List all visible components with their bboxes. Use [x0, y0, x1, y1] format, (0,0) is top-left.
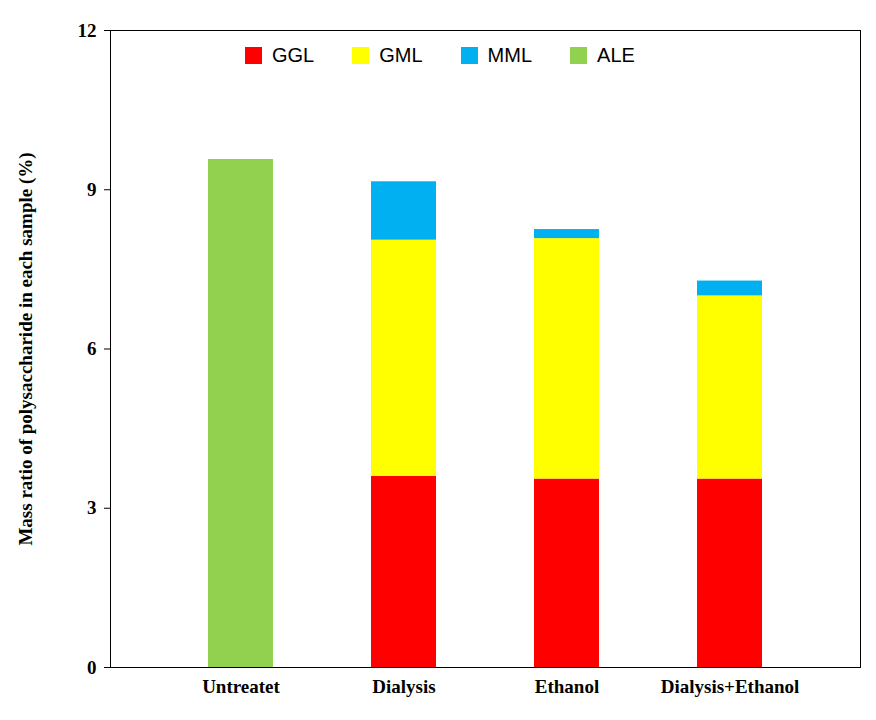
svg-text:3: 3	[87, 497, 97, 518]
svg-text:Mass ratio of polysaccharide i: Mass ratio of polysaccharide in each sam…	[15, 152, 37, 545]
html-text:ALE: ALE	[597, 44, 635, 66]
svg-text:Untreatet: Untreatet	[202, 676, 280, 697]
svg-text:Ethanol: Ethanol	[535, 676, 599, 697]
svg-text:Dialysis: Dialysis	[372, 676, 435, 697]
svg-text:0: 0	[87, 657, 97, 678]
html-text:GML: GML	[379, 44, 423, 66]
svg-text:9: 9	[87, 179, 97, 200]
svg-text:6: 6	[87, 338, 97, 359]
svg-text:Dialysis+Ethanol: Dialysis+Ethanol	[661, 676, 800, 697]
html-text:MML: MML	[487, 44, 532, 66]
svg-text:12: 12	[78, 20, 97, 41]
html-text:GGL: GGL	[272, 44, 315, 66]
